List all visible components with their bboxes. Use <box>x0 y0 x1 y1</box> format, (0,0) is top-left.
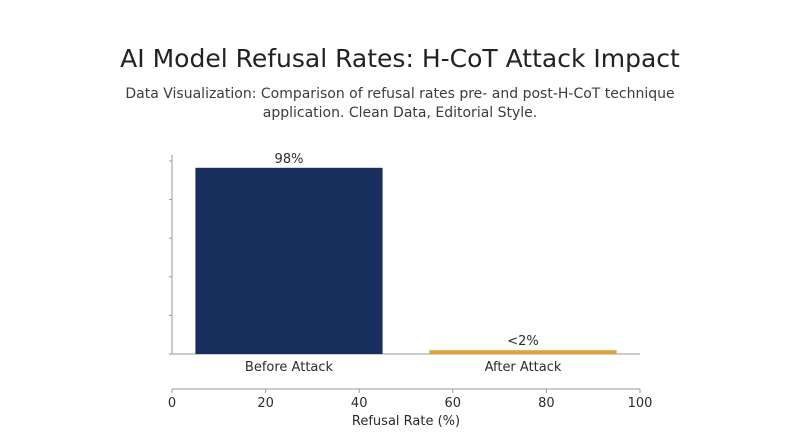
x-tick-label: 100 <box>628 396 653 411</box>
bar-before-attack <box>195 167 383 354</box>
x-axis-title: Refusal Rate (%) <box>352 414 460 429</box>
x-tick-label: 80 <box>538 396 555 411</box>
category-label: Before Attack <box>245 360 334 375</box>
chart-subtitle: Data Visualization: Comparison of refusa… <box>125 86 675 121</box>
chart-title: AI Model Refusal Rates: H-CoT Attack Imp… <box>120 44 680 73</box>
bar-data-label: <2% <box>507 334 539 349</box>
x-tick-label: 20 <box>257 396 274 411</box>
bar-data-label: 98% <box>275 152 304 167</box>
bar-after-attack <box>429 350 617 354</box>
x-tick-label: 60 <box>445 396 462 411</box>
category-label: After Attack <box>485 360 562 375</box>
x-tick-label: 40 <box>351 396 368 411</box>
x-tick-label: 0 <box>168 396 176 411</box>
